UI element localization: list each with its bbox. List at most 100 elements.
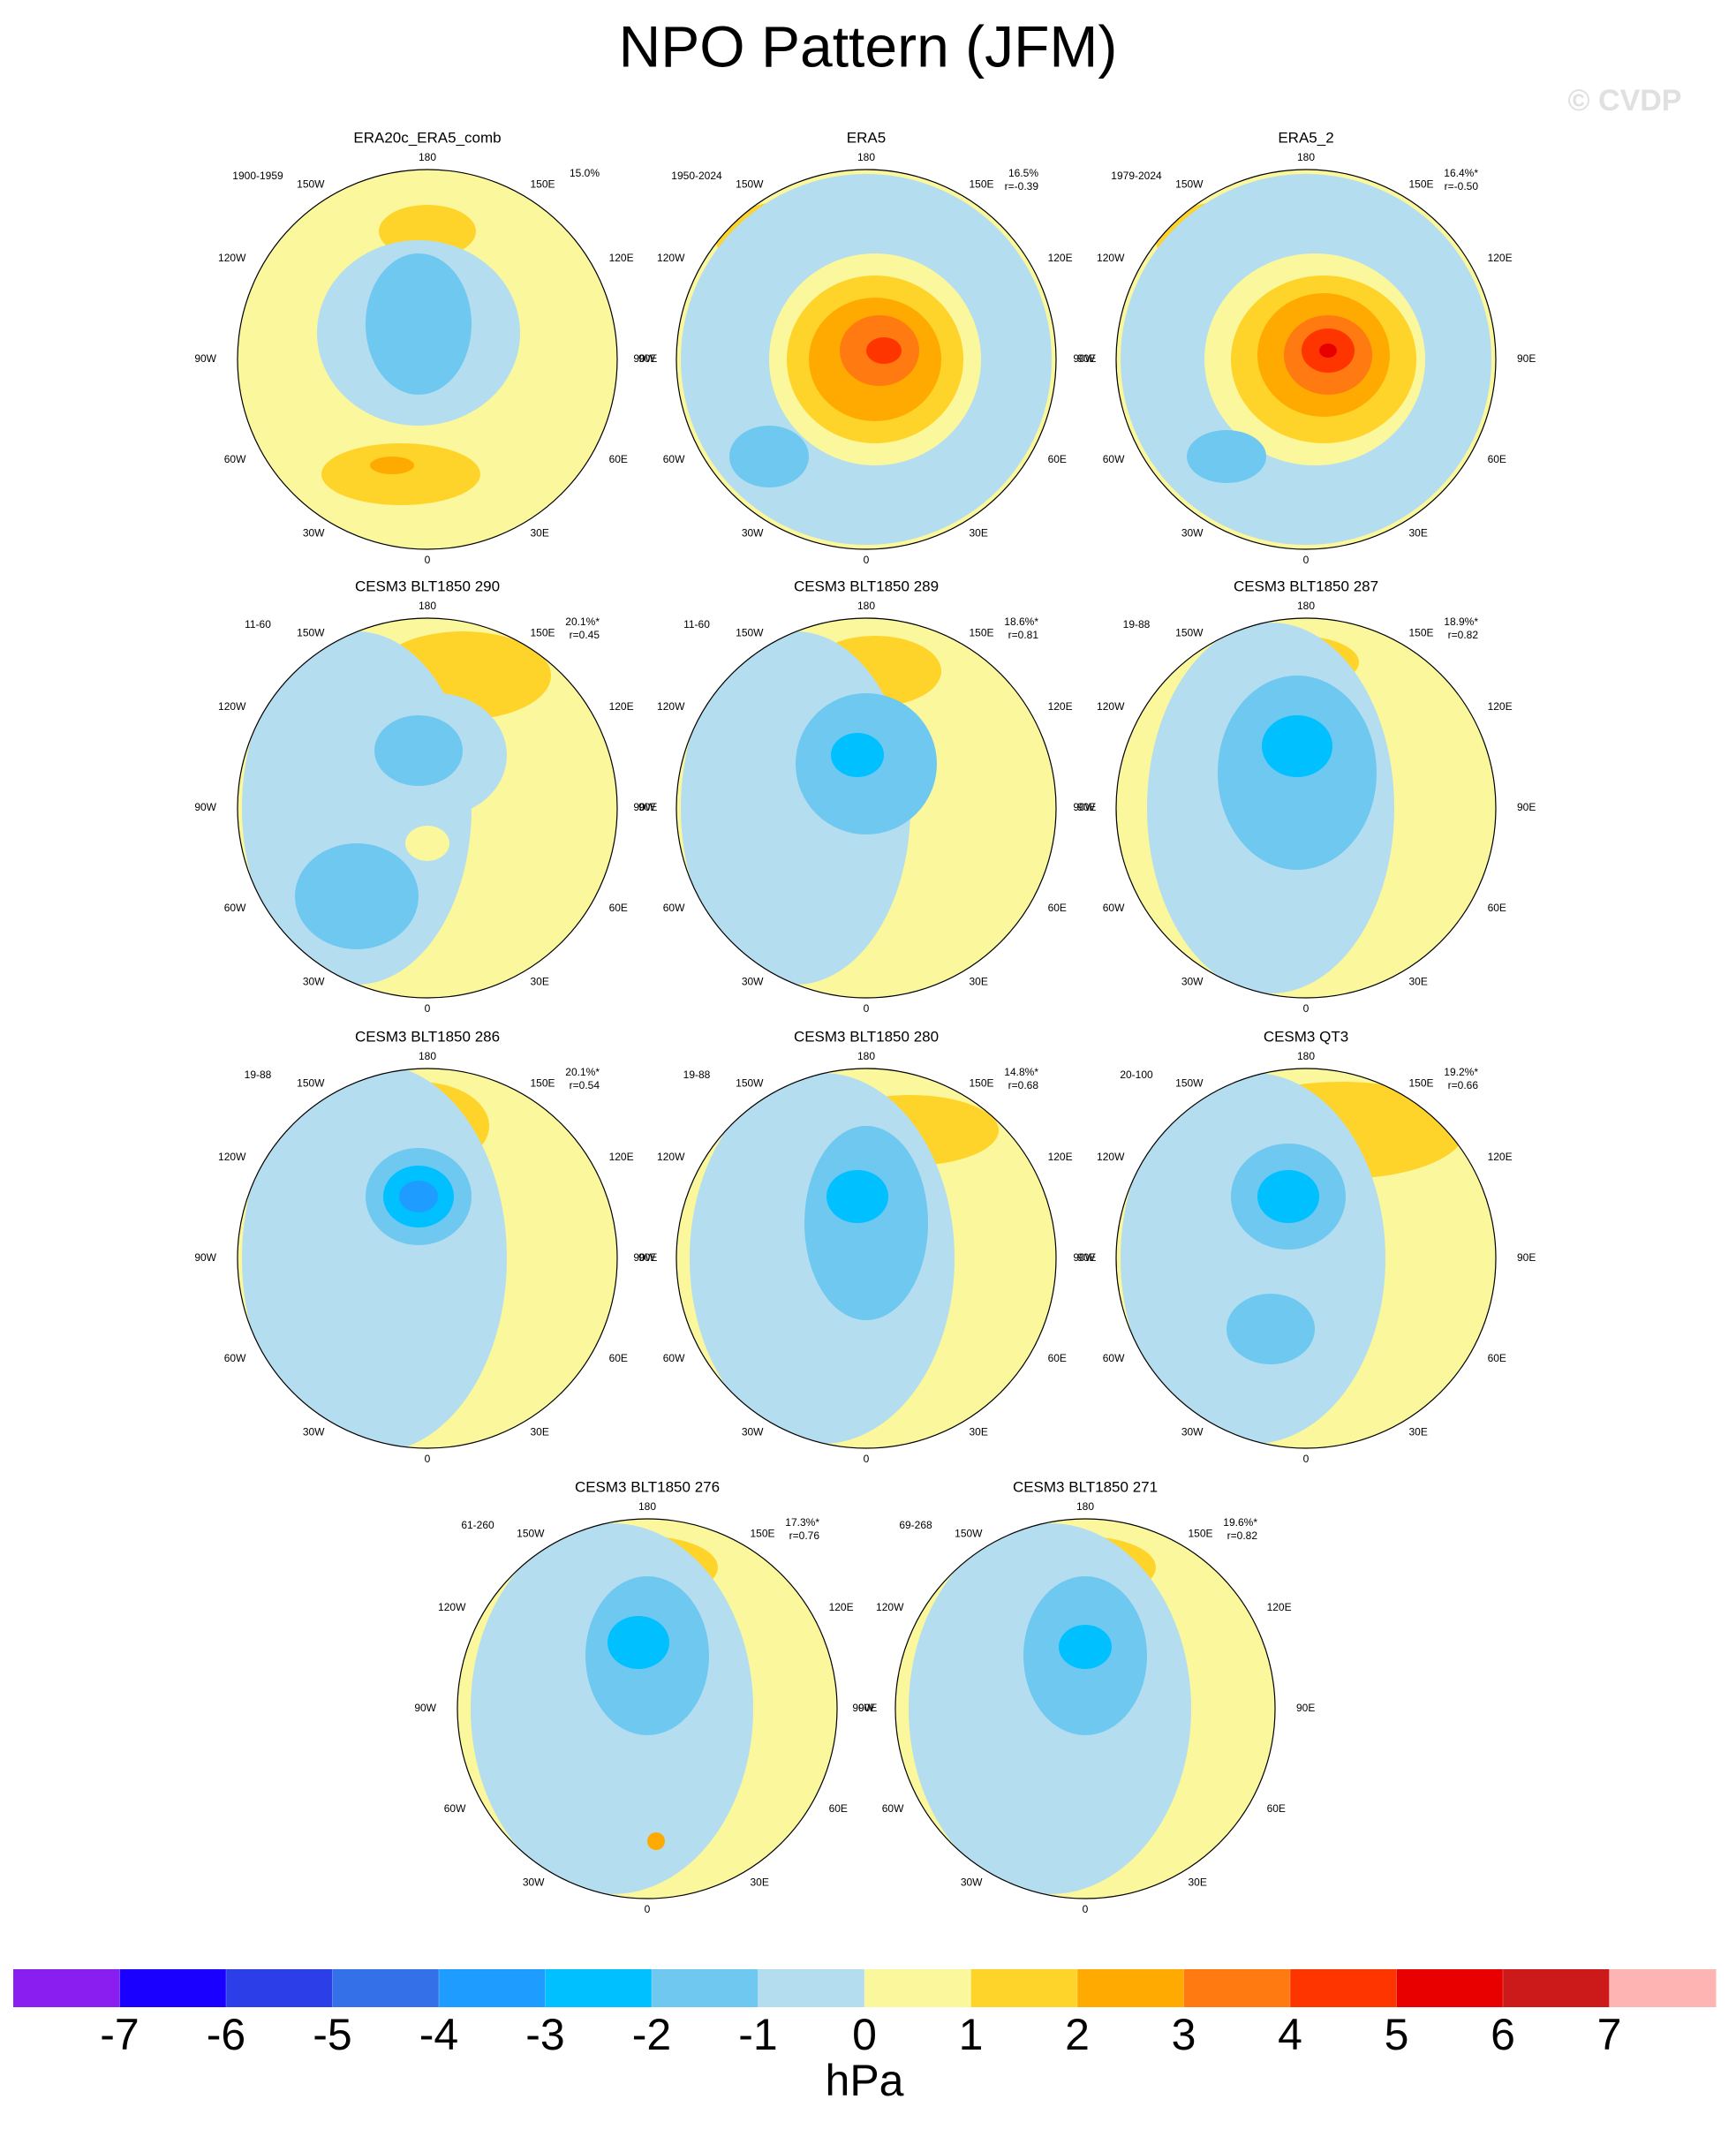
map-panel: CESM3 BLT1850 289 11-60 18.6%*r=0.81 180 150… bbox=[633, 578, 1096, 1015]
colorbar-tick-label: 2 bbox=[1065, 2010, 1090, 2059]
field-contour bbox=[1059, 1625, 1112, 1669]
longitude-label: 30E bbox=[1189, 1876, 1207, 1889]
map-field bbox=[317, 205, 520, 505]
longitude-label: 120W bbox=[1097, 700, 1125, 713]
map-field bbox=[690, 1073, 999, 1444]
longitude-label: 30W bbox=[303, 527, 325, 540]
longitude-label: 150E bbox=[1189, 1528, 1213, 1540]
map-panel: CESM3 BLT1850 280 19-88 14.8%*r=0.68 180 150… bbox=[633, 1028, 1096, 1465]
panel-period: 20-100 bbox=[1120, 1068, 1153, 1081]
colorbar-tick-label: 6 bbox=[1491, 2010, 1515, 2059]
colorbar-tick-label: -2 bbox=[632, 2010, 671, 2059]
panel-period: 11-60 bbox=[245, 618, 271, 631]
longitude-label: 150E bbox=[1409, 178, 1434, 191]
longitude-label: 30E bbox=[1409, 1426, 1428, 1439]
panel-correlation: r=0.82 bbox=[1227, 1529, 1258, 1542]
longitude-label: 30W bbox=[961, 1876, 983, 1889]
colorbar-box bbox=[1609, 1969, 1717, 2007]
panel-variance: 18.9%* bbox=[1444, 615, 1478, 628]
longitude-label: 30W bbox=[1181, 1426, 1204, 1439]
map-field bbox=[1121, 1073, 1465, 1444]
longitude-label: 150W bbox=[297, 1077, 325, 1090]
field-contour bbox=[729, 426, 809, 487]
longitude-label: 30W bbox=[303, 1426, 325, 1439]
longitude-label: 120E bbox=[1048, 1151, 1073, 1163]
longitude-label: 120W bbox=[1097, 252, 1125, 264]
longitude-label: 180 bbox=[1297, 1050, 1315, 1062]
colorbar-tick-label: 3 bbox=[1172, 2010, 1196, 2059]
longitude-label: 60E bbox=[609, 902, 628, 914]
colorbar-tick-label: -6 bbox=[207, 2010, 245, 2059]
longitude-label: 120W bbox=[218, 700, 246, 713]
figure-title: NPO Pattern (JFM) bbox=[619, 13, 1118, 79]
longitude-label: 30E bbox=[531, 976, 549, 988]
colorbar-box bbox=[1183, 1969, 1291, 2007]
longitude-label: 120W bbox=[1097, 1151, 1125, 1163]
longitude-label: 180 bbox=[1297, 600, 1315, 612]
longitude-label: 90E bbox=[858, 1702, 877, 1714]
longitude-label: 30W bbox=[303, 976, 325, 988]
map-field bbox=[1147, 623, 1394, 993]
panel-variance: 14.8%* bbox=[1004, 1066, 1038, 1078]
panel-variance: 20.1%* bbox=[565, 615, 600, 628]
longitude-label: 150W bbox=[736, 627, 764, 639]
longitude-label: 150E bbox=[531, 627, 555, 639]
longitude-label: 90E bbox=[1077, 352, 1096, 365]
panel-title: ERA20c_ERA5_comb bbox=[353, 129, 501, 146]
longitude-label: 150W bbox=[1175, 627, 1204, 639]
colorbar-box bbox=[13, 1969, 120, 2007]
longitude-label: 60W bbox=[663, 902, 685, 914]
panel-title: CESM3 QT3 bbox=[1264, 1028, 1348, 1045]
colorbar-label: hPa bbox=[826, 2056, 904, 2105]
panel-correlation: r=-0.39 bbox=[1005, 180, 1039, 193]
longitude-label: 90W bbox=[194, 352, 216, 365]
colorbar-box bbox=[1396, 1969, 1504, 2007]
map-outline bbox=[676, 169, 1057, 550]
longitude-label: 30W bbox=[742, 527, 764, 540]
longitude-label: 30W bbox=[742, 1426, 764, 1439]
longitude-label: 90W bbox=[194, 1251, 216, 1264]
longitude-label: 90W bbox=[194, 801, 216, 813]
colorbar-box bbox=[758, 1969, 865, 2007]
map-panel: CESM3 QT3 20-100 19.2%*r=0.66 180 150E 120E 90… bbox=[1073, 1028, 1536, 1465]
longitude-label: 90E bbox=[1517, 352, 1536, 365]
colorbar-box bbox=[1290, 1969, 1397, 2007]
colorbar-box bbox=[864, 1969, 971, 2007]
map-field bbox=[471, 1523, 753, 1894]
colorbar-box bbox=[226, 1969, 333, 2007]
longitude-label: 180 bbox=[857, 600, 875, 612]
field-contour bbox=[1257, 1170, 1319, 1223]
panel-correlation: r=0.45 bbox=[570, 629, 600, 641]
longitude-label: 180 bbox=[419, 151, 436, 163]
longitude-label: 120W bbox=[438, 1601, 466, 1613]
longitude-label: 30W bbox=[1181, 976, 1204, 988]
panel-correlation: r=-0.50 bbox=[1445, 180, 1479, 193]
panel-title: ERA5 bbox=[847, 129, 886, 146]
longitude-label: 30E bbox=[970, 1426, 988, 1439]
longitude-label: 90E bbox=[1077, 1251, 1096, 1264]
longitude-label: 30E bbox=[970, 976, 988, 988]
panel-title: CESM3 BLT1850 289 bbox=[794, 578, 939, 594]
colorbar-box bbox=[439, 1969, 546, 2007]
longitude-label: 120E bbox=[1267, 1601, 1292, 1613]
longitude-label: 150E bbox=[751, 1528, 775, 1540]
field-contour bbox=[1227, 1294, 1315, 1364]
longitude-label: 60E bbox=[1267, 1802, 1286, 1815]
longitude-label: 0 bbox=[864, 1453, 870, 1465]
longitude-label: 150W bbox=[736, 1077, 764, 1090]
panel-variance: 20.1%* bbox=[565, 1066, 600, 1078]
panel-period: 11-60 bbox=[683, 618, 710, 631]
longitude-label: 180 bbox=[419, 600, 436, 612]
longitude-label: 150W bbox=[1175, 1077, 1204, 1090]
colorbar-tick-label: 5 bbox=[1385, 2010, 1409, 2059]
map-outline bbox=[1115, 1068, 1497, 1449]
field-contour bbox=[1262, 715, 1332, 777]
longitude-label: 60W bbox=[663, 1352, 685, 1364]
panel-period: 1900-1959 bbox=[232, 170, 283, 182]
colorbar-box bbox=[545, 1969, 653, 2007]
panel-title: CESM3 BLT1850 286 bbox=[355, 1028, 500, 1045]
longitude-label: 60E bbox=[609, 1352, 628, 1364]
map-panel: CESM3 BLT1850 290 11-60 20.1%*r=0.45 180 150… bbox=[194, 578, 657, 1015]
longitude-label: 0 bbox=[1303, 554, 1310, 566]
